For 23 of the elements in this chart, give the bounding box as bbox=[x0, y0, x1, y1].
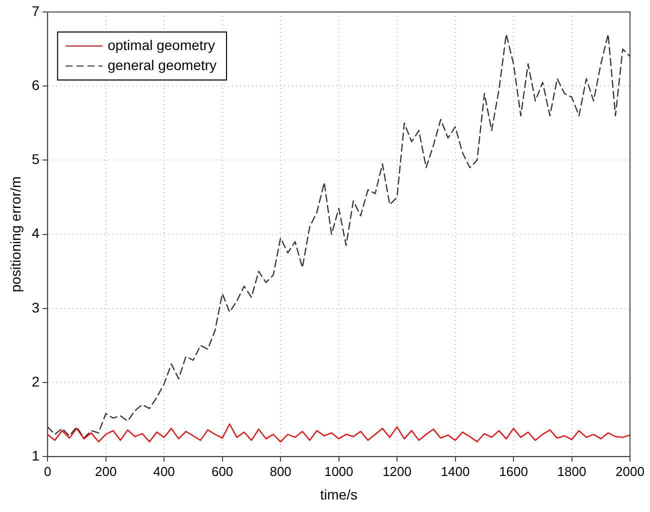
x-tick-label: 800 bbox=[270, 464, 292, 479]
y-tick-label: 3 bbox=[32, 299, 40, 316]
x-tick-label: 1200 bbox=[382, 464, 412, 479]
legend-label: optimal geometry bbox=[108, 36, 215, 53]
x-tick-label: 1000 bbox=[324, 464, 354, 479]
x-tick-label: 600 bbox=[211, 464, 234, 479]
x-tick-label: 1600 bbox=[499, 464, 528, 479]
x-tick-label: 1800 bbox=[557, 464, 586, 479]
y-axis-title: positioning error/m bbox=[7, 176, 24, 292]
y-tick-label: 1 bbox=[32, 447, 40, 464]
x-axis-title: time/s bbox=[320, 486, 358, 502]
x-tick-label: 0 bbox=[44, 464, 52, 479]
legend-label: general geometry bbox=[108, 56, 217, 73]
x-tick-label: 400 bbox=[153, 464, 175, 479]
y-tick-label: 7 bbox=[32, 2, 40, 19]
y-tick-label: 5 bbox=[32, 151, 40, 168]
x-tick-label: 2000 bbox=[616, 464, 644, 479]
x-tick-label: 1400 bbox=[440, 464, 470, 479]
y-tick-label: 2 bbox=[32, 373, 40, 390]
y-tick-label: 4 bbox=[32, 225, 40, 242]
line-series bbox=[48, 34, 630, 439]
x-tick-label: 200 bbox=[94, 464, 117, 479]
y-tick-label: 6 bbox=[32, 76, 40, 93]
